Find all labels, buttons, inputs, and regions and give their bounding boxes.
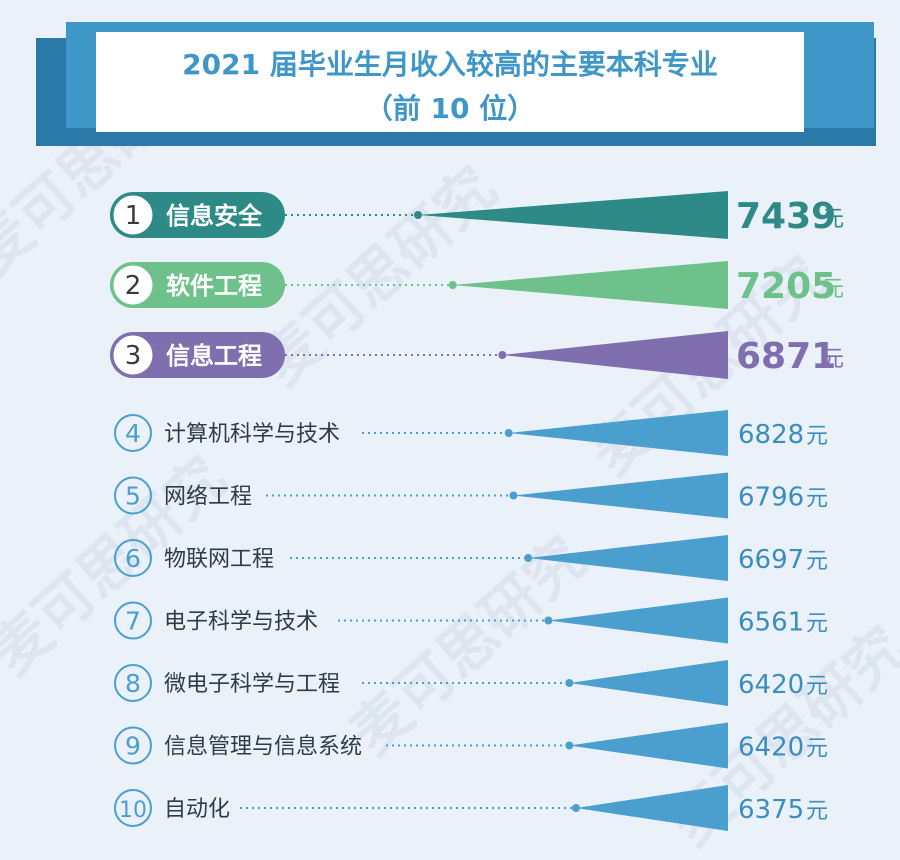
category-label: 网络工程 xyxy=(164,485,252,510)
unit-label: 元 xyxy=(806,549,828,574)
wedge-bar xyxy=(528,535,728,581)
category-label: 信息工程 xyxy=(166,342,262,370)
rank-number: 7 xyxy=(125,607,141,636)
rank-number: 8 xyxy=(125,669,141,698)
rank-number: 6 xyxy=(125,544,141,573)
rank-number: 2 xyxy=(125,271,142,301)
category-label: 电子科学与技术 xyxy=(164,610,318,635)
wedge-bar xyxy=(452,261,728,309)
unit-label: 元 xyxy=(822,207,844,232)
rank-number: 9 xyxy=(125,732,141,761)
rank-circle xyxy=(114,414,152,452)
chart-title: 2021 届毕业生月收入较高的主要本科专业 xyxy=(182,48,718,81)
wedge-bar xyxy=(569,722,728,769)
rank-number: 3 xyxy=(125,341,142,371)
value-label: 6420 xyxy=(738,733,804,763)
value-label: 7439 xyxy=(736,196,836,237)
category-label: 信息管理与信息系统 xyxy=(164,735,362,760)
rank-circle xyxy=(114,789,152,827)
rank-circle xyxy=(110,262,156,308)
rank-number: 10 xyxy=(119,798,147,823)
wedge-bar xyxy=(548,597,728,644)
unit-label: 元 xyxy=(806,424,828,449)
unit-label: 元 xyxy=(806,737,828,762)
category-label: 软件工程 xyxy=(166,272,262,300)
unit-label: 元 xyxy=(806,799,828,824)
value-label: 6828 xyxy=(738,420,804,450)
value-label: 6871 xyxy=(736,336,836,377)
value-label: 7205 xyxy=(736,266,836,307)
value-label: 6375 xyxy=(738,795,804,825)
value-label: 6697 xyxy=(738,545,804,575)
rank-circle xyxy=(114,476,152,515)
category-label: 自动化 xyxy=(164,797,230,822)
wedge-bar xyxy=(576,785,728,831)
unit-label: 元 xyxy=(806,612,828,637)
wedge-bar xyxy=(418,191,728,239)
category-label: 计算机科学与技术 xyxy=(164,422,340,447)
wedge-bar xyxy=(508,410,728,456)
value-label: 6420 xyxy=(738,670,804,700)
rank-circle xyxy=(114,539,152,577)
value-label: 6561 xyxy=(738,608,804,638)
unit-label: 元 xyxy=(822,347,844,372)
rank-circle xyxy=(114,726,152,765)
rank-circle xyxy=(110,192,156,238)
rank-circle xyxy=(114,664,152,702)
title-panel xyxy=(96,32,804,132)
category-label: 微电子科学与工程 xyxy=(164,672,340,697)
category-label: 物联网工程 xyxy=(164,547,274,572)
wedge-bar xyxy=(513,472,728,519)
category-label: 信息安全 xyxy=(166,202,263,230)
chart-subtitle: （前 10 位） xyxy=(365,92,535,125)
unit-label: 元 xyxy=(822,277,844,302)
category-pill xyxy=(110,262,285,308)
rank-circle xyxy=(110,332,156,378)
rank-circle xyxy=(114,601,152,640)
unit-label: 元 xyxy=(806,487,828,512)
value-label: 6796 xyxy=(738,483,804,513)
category-pill xyxy=(110,192,285,238)
category-pill xyxy=(110,332,285,378)
unit-label: 元 xyxy=(806,674,828,699)
rank-number: 5 xyxy=(125,482,141,511)
rank-number: 4 xyxy=(125,419,141,448)
wedge-bar xyxy=(502,331,728,379)
rank-number: 1 xyxy=(125,201,142,231)
wedge-bar xyxy=(569,660,728,706)
